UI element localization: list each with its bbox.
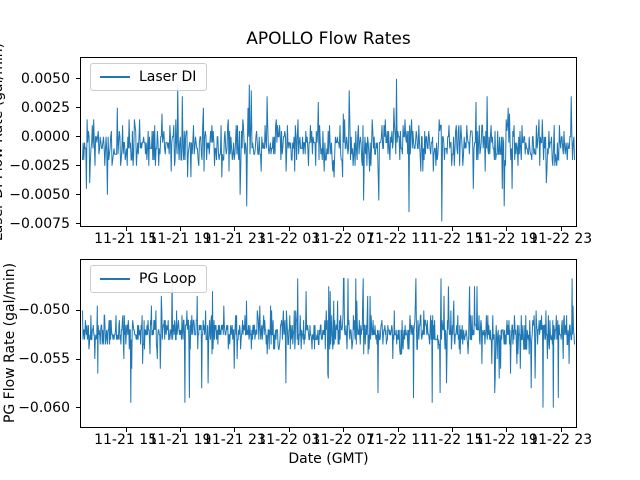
x-tick-label: 11-22 11 — [366, 231, 430, 247]
plot-area-1 — [82, 78, 575, 222]
y-tick-label: −0.055 — [18, 351, 70, 368]
y-tick-label: −0.0050 — [9, 186, 70, 203]
y-tick-label: 0.0025 — [21, 99, 70, 116]
y-tick-mark — [76, 194, 80, 196]
y-tick-label: −0.0025 — [9, 157, 70, 174]
x-tick-label: 11-21 19 — [148, 432, 212, 448]
x-tick-label: 11-22 23 — [529, 432, 593, 448]
x-tick-mark — [397, 428, 399, 432]
legend-bottom: PG Loop — [90, 265, 208, 293]
x-tick-label: 11-22 19 — [474, 432, 538, 448]
x-tick-mark — [180, 428, 181, 432]
x-tick-mark — [506, 428, 508, 432]
x-tick-label: 11-21 15 — [94, 231, 158, 247]
x-tick-mark — [506, 227, 508, 231]
plot-area-2 — [82, 277, 575, 408]
y-tick-label: 0.0050 — [21, 70, 70, 87]
x-tick-label: 11-22 03 — [257, 432, 321, 448]
x-tick-label: 11-22 07 — [311, 432, 375, 448]
legend-line-swatch-laser-di — [100, 76, 130, 78]
x-tick-mark — [560, 227, 562, 231]
x-tick-mark — [343, 428, 345, 432]
x-tick-mark — [288, 227, 290, 231]
x-tick-label: 11-22 19 — [474, 231, 538, 247]
x-tick-mark — [288, 428, 290, 432]
axes-top: Laser DI — [80, 57, 577, 227]
legend-label-laser-di: Laser DI — [139, 69, 197, 85]
x-tick-mark — [343, 227, 345, 231]
chart-title: APOLLO Flow Rates — [246, 29, 411, 49]
x-tick-label: 11-21 19 — [148, 231, 212, 247]
x-tick-label: 11-22 07 — [311, 231, 375, 247]
x-tick-mark — [397, 227, 399, 231]
x-tick-mark — [234, 428, 236, 432]
x-tick-mark — [560, 428, 562, 432]
series-line-1 — [82, 78, 575, 222]
legend-label-pg-loop: PG Loop — [139, 271, 197, 287]
y-axis-label-bottom: PG Flow Rate (gal/min) — [2, 262, 18, 424]
y-tick-label: 0.0000 — [21, 128, 70, 145]
x-tick-label: 11-21 23 — [202, 231, 266, 247]
x-tick-label: 11-22 23 — [529, 231, 593, 247]
legend-line-swatch-pg-loop — [100, 278, 130, 280]
x-axis-label: Date (GMT) — [288, 451, 369, 467]
y-tick-mark — [76, 407, 80, 409]
legend-top: Laser DI — [90, 63, 208, 91]
y-tick-mark — [76, 136, 80, 138]
series-line-2 — [82, 277, 575, 408]
y-tick-mark — [76, 223, 80, 225]
y-tick-mark — [76, 309, 80, 311]
x-tick-label: 11-22 11 — [366, 432, 430, 448]
y-tick-label: −0.050 — [18, 302, 70, 319]
x-tick-label: 11-22 15 — [420, 432, 484, 448]
axes-bottom: PG Loop — [80, 259, 577, 428]
x-tick-mark — [125, 428, 127, 432]
x-tick-label: 11-21 23 — [202, 432, 266, 448]
y-tick-mark — [76, 78, 80, 80]
x-tick-mark — [451, 227, 453, 231]
y-tick-mark — [76, 358, 80, 360]
y-tick-label: −0.0075 — [9, 215, 70, 232]
x-tick-mark — [125, 227, 127, 231]
x-tick-label: 11-22 15 — [420, 231, 484, 247]
y-tick-mark — [76, 165, 80, 167]
y-tick-label: −0.060 — [18, 399, 70, 416]
x-tick-mark — [234, 227, 236, 231]
x-tick-mark — [180, 227, 181, 231]
x-tick-label: 11-21 15 — [94, 432, 158, 448]
x-tick-mark — [451, 428, 453, 432]
x-tick-label: 11-22 03 — [257, 231, 321, 247]
y-tick-mark — [76, 107, 80, 109]
